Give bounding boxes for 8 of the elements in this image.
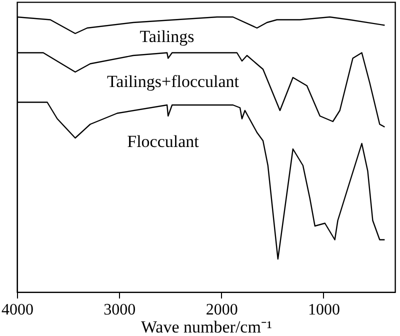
x-tick-label: 2000 bbox=[206, 302, 238, 318]
x-axis-title: Wave number/cm⁻¹ bbox=[140, 318, 272, 336]
x-tick-label: 3000 bbox=[104, 302, 136, 318]
series-label: Tailings+flocculant bbox=[106, 72, 240, 91]
series-label: Flocculant bbox=[127, 132, 200, 151]
x-tick-label: 4000 bbox=[2, 302, 34, 318]
series-label: Tailings bbox=[140, 27, 194, 46]
x-tick-label: 1000 bbox=[308, 302, 340, 318]
